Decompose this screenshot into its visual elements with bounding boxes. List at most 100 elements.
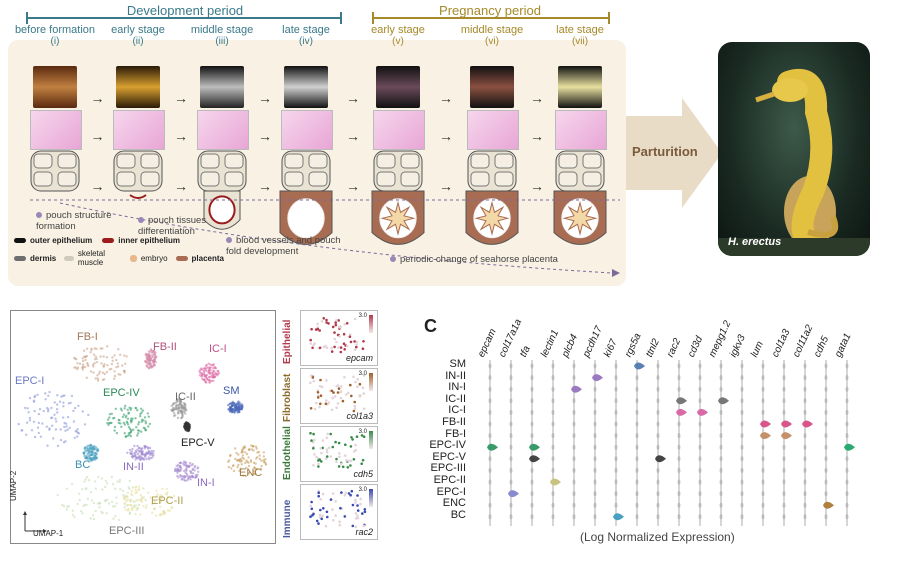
- dev-bracket-right: [340, 12, 342, 24]
- violin-mark: [656, 363, 660, 369]
- violin-mark: [488, 363, 492, 369]
- umap-cluster-points: [82, 443, 100, 462]
- violin-mark: [782, 467, 786, 474]
- violin-mark: [740, 455, 744, 462]
- violin-mark: [656, 421, 660, 427]
- violin-mark: [698, 490, 702, 497]
- legend-item: dermis: [14, 249, 56, 267]
- violin-mark: [782, 502, 786, 509]
- violin-mark: [488, 397, 492, 404]
- stage-heading: before formation (i): [10, 24, 100, 48]
- violin-mark: [782, 479, 786, 485]
- violin-mark: [572, 374, 576, 381]
- pouch-schematic: [371, 150, 425, 245]
- violin-mark: [572, 397, 576, 404]
- violin-mark: [803, 432, 807, 439]
- color-scale: [369, 489, 373, 507]
- legend-item: embryo: [129, 249, 168, 267]
- stage-name: middle stage: [460, 24, 524, 36]
- violin-highlight: [760, 420, 771, 428]
- umap-cluster-points: [122, 485, 176, 517]
- umap-cluster-points: [227, 400, 244, 414]
- violin-mark: [845, 432, 849, 439]
- violin-mark: [551, 421, 555, 427]
- arrow-icon: →: [90, 90, 105, 106]
- legend-item: skeletal muscle: [64, 249, 122, 267]
- violin-mark: [761, 444, 765, 451]
- note-pouch-structure: pouch structure formation: [36, 210, 112, 232]
- scale-max-label: 3.0: [358, 371, 367, 377]
- arrow-icon: →: [439, 90, 453, 106]
- stage-photo: [558, 66, 602, 108]
- violin-mark: [719, 409, 723, 416]
- umap-axis-x: UMAP-1: [33, 529, 64, 538]
- violin-mark: [656, 502, 660, 509]
- violin-mark: [740, 479, 744, 485]
- violin-mark: [761, 513, 765, 520]
- violin-mark: [719, 432, 723, 439]
- umap-axis-y: UMAP-2: [9, 470, 18, 501]
- violin-mark: [635, 432, 639, 439]
- feature-panel: epcam 3.0 Epithelial col1a3 3.0 Fibroblast cdh…: [280, 310, 378, 542]
- umap-cluster-points: [227, 444, 268, 478]
- legend-item: placenta: [175, 249, 224, 267]
- violin-mark: [572, 490, 576, 497]
- umap-cluster-label: IN-I: [197, 477, 215, 489]
- stage-number: (vi): [485, 36, 499, 47]
- violin-mark: [551, 513, 555, 520]
- violin-mark: [719, 363, 723, 369]
- violin-mark: [782, 409, 786, 416]
- violin-mark: [488, 421, 492, 427]
- violin-mark: [509, 444, 513, 451]
- violin-mark: [614, 502, 618, 509]
- violin-mark: [824, 467, 828, 474]
- feature-scatter: [309, 317, 365, 354]
- stage-name: early stage: [111, 24, 165, 36]
- violin-mark: [782, 397, 786, 404]
- feature-scatter: [309, 431, 366, 469]
- violin-mark: [845, 513, 849, 520]
- violin-mark: [509, 479, 513, 485]
- violin-highlight: [550, 478, 561, 486]
- violin-highlight: [676, 408, 687, 416]
- violin-mark: [530, 432, 534, 439]
- violin-mark: [824, 513, 828, 520]
- violin-mark: [719, 490, 723, 497]
- umap-cluster-label: FB-II: [153, 341, 177, 353]
- violin-gene-label: cdh5: [812, 334, 832, 359]
- violin-mark: [488, 513, 492, 520]
- violin-gene-label: lectin1: [539, 328, 562, 359]
- violin-gene-label: cd3d: [686, 334, 706, 359]
- note-dot: [138, 217, 144, 223]
- legend-item: inner epithelium: [102, 236, 180, 245]
- violin-mark: [656, 444, 660, 451]
- stage-photo: [470, 66, 514, 108]
- violin-mark: [530, 363, 534, 369]
- violin-gene-label: ki67: [602, 337, 620, 359]
- violin-mark: [698, 455, 702, 462]
- panel-letter-c: C: [424, 316, 437, 336]
- top-panel: Development period Pregnancy period befo…: [8, 3, 870, 286]
- violin-mark: [698, 444, 702, 451]
- pouch-schematic: [279, 150, 333, 245]
- violin-mark: [698, 374, 702, 381]
- violin-mark: [677, 432, 681, 439]
- violin-gene-label: lum: [749, 339, 766, 359]
- violin-mark: [719, 386, 723, 393]
- violin-mark: [488, 479, 492, 485]
- arrow-icon: →: [174, 128, 188, 144]
- violin-mark: [677, 502, 681, 509]
- violin-mark: [593, 421, 597, 427]
- violin-mark: [509, 455, 513, 462]
- violin-mark: [677, 374, 681, 381]
- violin-mark: [551, 409, 555, 416]
- legend: outer epithelium inner epithelium dermis…: [14, 236, 224, 267]
- violin-highlight: [760, 432, 771, 440]
- violin-mark: [719, 467, 723, 474]
- violin-cluster-label: IN-II: [445, 369, 466, 382]
- preg-period-title: Pregnancy period: [439, 3, 541, 18]
- violin-mark: [677, 363, 681, 369]
- violin-mark: [656, 386, 660, 393]
- violin-mark: [572, 409, 576, 416]
- stage-heading: middle stage (vi): [447, 24, 537, 48]
